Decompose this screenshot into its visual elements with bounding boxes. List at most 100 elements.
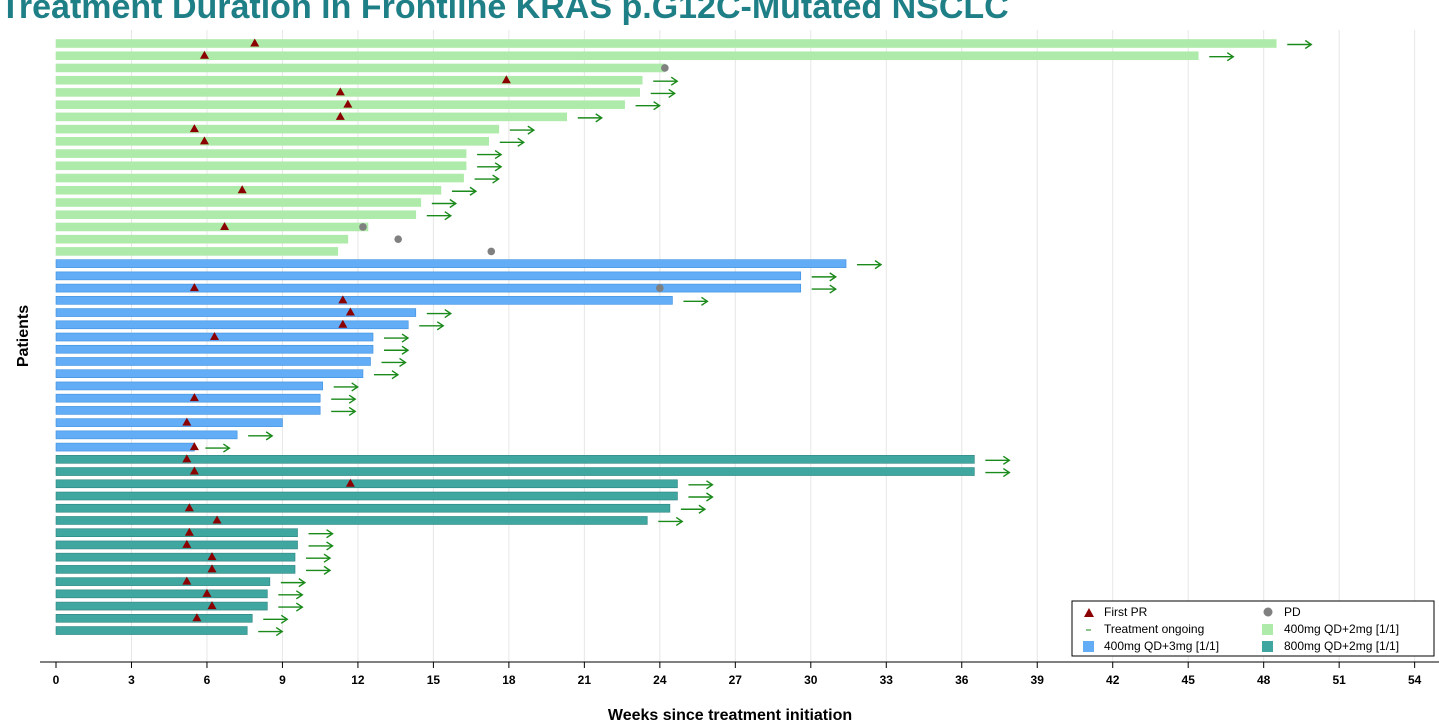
ongoing-arrowhead — [351, 382, 359, 392]
ongoing-arrowhead — [494, 149, 503, 160]
ongoing-arrowhead — [469, 186, 478, 196]
patient-bar — [55, 344, 374, 354]
x-tick-label: 51 — [1332, 673, 1346, 687]
legend-400-3-swatch — [1083, 641, 1094, 652]
patient-bar — [55, 418, 283, 427]
ongoing-arrowhead — [391, 370, 400, 380]
first-pr-marker — [345, 478, 355, 487]
first-pr-marker — [199, 136, 209, 145]
patient-bar — [55, 198, 422, 207]
ongoing-arrowhead — [326, 529, 334, 539]
first-pr-marker — [335, 87, 345, 96]
first-pr-marker — [182, 417, 192, 426]
x-tick-label: 36 — [955, 673, 969, 687]
first-pr-marker — [343, 99, 353, 108]
ongoing-arrowhead — [701, 296, 709, 306]
patient-bar — [55, 626, 248, 635]
ongoing-arrowhead — [436, 321, 445, 331]
ongoing-arrowhead — [295, 590, 304, 600]
first-pr-marker — [237, 185, 247, 194]
first-pr-marker — [250, 38, 260, 47]
chart-title: Treatment Duration in Frontline KRAS p.G… — [0, 0, 1009, 26]
legend-400-2-label: 400mg QD+2mg [1/1] — [1284, 622, 1399, 636]
patient-bar — [55, 503, 671, 513]
patient-bar — [55, 137, 490, 146]
ongoing-arrowhead — [874, 260, 883, 270]
ongoing-arrowhead — [348, 394, 357, 404]
first-pr-marker — [335, 111, 345, 120]
grid-lines — [130, 30, 1416, 662]
ongoing-arrowhead — [675, 516, 684, 527]
ongoing-arrowhead — [280, 614, 289, 624]
patient-bar — [55, 75, 643, 85]
pd-marker — [656, 284, 664, 292]
pd-marker — [487, 247, 496, 256]
legend-pd-label: PD — [1284, 605, 1301, 619]
patient-bar — [55, 614, 253, 623]
ongoing-arrowhead — [323, 565, 332, 575]
legend-ongoing-label: Treatment ongoing — [1104, 622, 1204, 636]
ongoing-arrowhead — [698, 504, 707, 514]
x-tick-label: 30 — [804, 673, 818, 687]
first-pr-marker — [184, 527, 194, 536]
patient-bar — [55, 185, 442, 195]
ongoing-arrowhead — [444, 308, 453, 319]
first-pr-marker — [189, 124, 199, 133]
ongoing-arrowhead — [295, 602, 304, 612]
legend-400-2-swatch — [1262, 624, 1273, 635]
first-pr-marker — [220, 221, 230, 230]
patient-bar — [55, 161, 467, 171]
legend-first-pr-marker — [1084, 608, 1094, 617]
ongoing-arrowhead — [829, 284, 837, 294]
patient-bar — [55, 149, 467, 158]
patient-bar — [55, 296, 673, 305]
patient-bar — [55, 357, 371, 366]
first-pr-marker — [207, 552, 217, 561]
ongoing-arrowhead — [399, 357, 407, 368]
first-pr-marker — [192, 613, 202, 622]
ongoing-arrowhead — [1226, 52, 1235, 62]
x-tick-label: 3 — [128, 673, 135, 687]
patient-bar — [55, 39, 1277, 48]
ongoing-arrowhead — [401, 333, 410, 343]
ongoing-arrowhead — [1002, 467, 1011, 478]
ongoing-arrowhead — [527, 125, 536, 135]
ongoing-arrowhead — [670, 76, 679, 86]
x-tick-label: 12 — [351, 673, 365, 687]
x-tick-label: 15 — [427, 673, 441, 687]
ongoing-arrowhead — [326, 541, 334, 551]
first-pr-marker — [207, 564, 217, 573]
pd-marker — [661, 64, 669, 72]
patient-bar — [55, 479, 678, 489]
first-pr-marker — [501, 75, 511, 84]
x-axis-label: Weeks since treatment initiation — [608, 707, 852, 723]
patient-bar — [55, 369, 364, 379]
patient-bar — [55, 455, 975, 464]
patient-bar — [55, 222, 369, 232]
patient-bar — [55, 589, 268, 599]
first-pr-marker — [345, 307, 355, 316]
first-pr-marker — [338, 295, 348, 304]
first-pr-marker — [182, 539, 192, 548]
patient-bar — [55, 381, 323, 391]
patient-bar — [55, 320, 409, 330]
x-tick-label: 33 — [880, 673, 894, 687]
patient-bar — [55, 540, 298, 550]
first-pr-marker — [338, 319, 348, 328]
patient-bar — [55, 173, 464, 183]
ongoing-arrowhead — [668, 88, 676, 99]
patient-bar — [55, 552, 296, 562]
x-tick-label: 45 — [1182, 673, 1196, 687]
x-tick-label: 6 — [204, 673, 211, 687]
x-axis: 0 3 6 9 12 15 18 21 24 27 30 33 36 39 42 45 48 51 54 — [40, 661, 1439, 687]
first-pr-marker — [182, 454, 192, 463]
patient-bar — [55, 430, 238, 440]
legend-800-2-swatch — [1262, 641, 1273, 652]
ongoing-arrowhead — [348, 406, 357, 416]
patient-bar — [55, 442, 195, 452]
ongoing-arrowhead — [265, 431, 274, 441]
legend: First PR PD Treatment ongoing 400mg QD+2… — [1071, 600, 1435, 657]
ongoing-arrowhead — [444, 211, 453, 221]
patient-bar — [55, 88, 641, 97]
